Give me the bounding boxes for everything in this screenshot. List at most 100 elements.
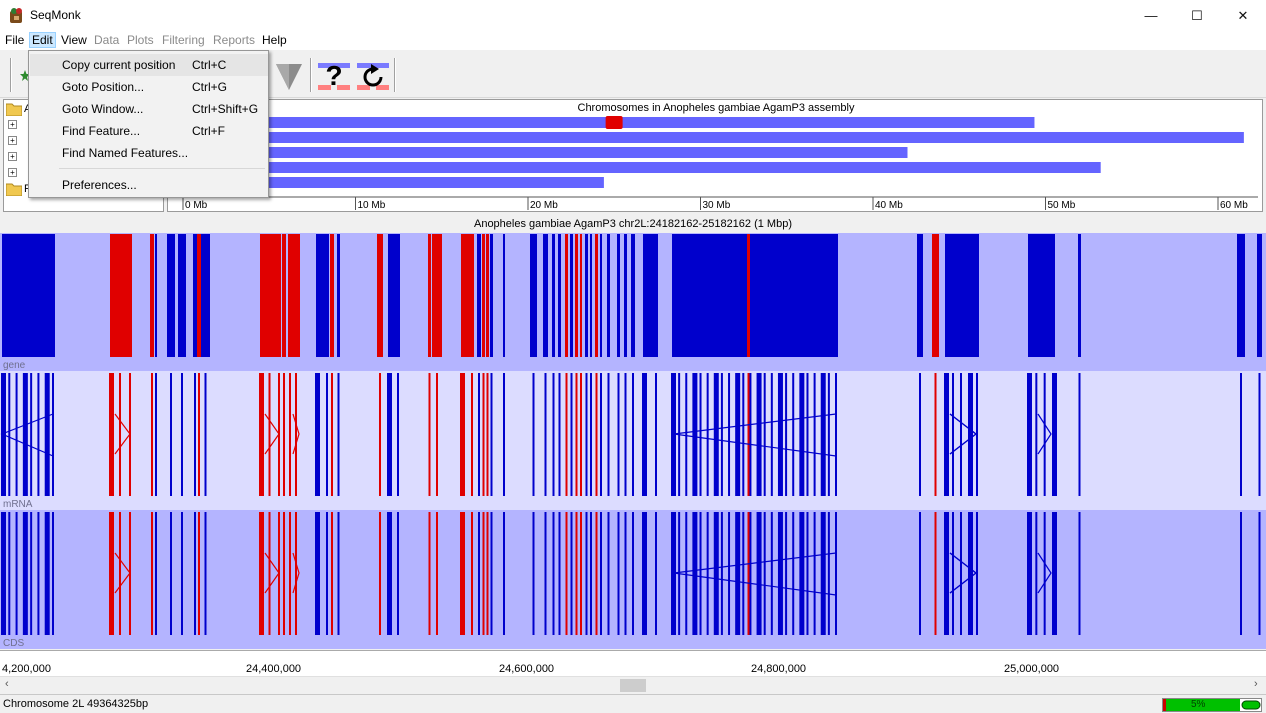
mrna-exon[interactable]	[617, 373, 620, 496]
close-button[interactable]: ✕	[1220, 0, 1266, 31]
cds-exon[interactable]	[295, 512, 297, 635]
mrna-exon[interactable]	[632, 373, 634, 496]
mrna-exon[interactable]	[119, 373, 121, 496]
cds-exon[interactable]	[503, 512, 505, 635]
cds-exon[interactable]	[934, 512, 937, 635]
gene-feature[interactable]	[617, 234, 620, 357]
gene-feature[interactable]	[201, 234, 210, 357]
cds-exon[interactable]	[109, 512, 114, 635]
star-icon[interactable]	[20, 70, 30, 82]
cds-exon[interactable]	[585, 512, 588, 635]
cds-exon[interactable]	[37, 512, 40, 635]
cds-exon[interactable]	[331, 512, 333, 635]
gene-feature[interactable]	[1257, 234, 1262, 357]
cds-exon[interactable]	[22, 512, 28, 635]
cds-exon[interactable]	[617, 512, 620, 635]
mrna-exon[interactable]	[486, 373, 489, 496]
cds-exon[interactable]	[337, 512, 340, 635]
mrna-exon[interactable]	[785, 373, 788, 496]
mrna-exon[interactable]	[747, 373, 750, 496]
mrna-exon[interactable]	[944, 373, 949, 496]
gene-feature[interactable]	[2, 234, 55, 357]
mrna-exon[interactable]	[315, 373, 320, 496]
cds-exon[interactable]	[813, 512, 816, 635]
cds-exon[interactable]	[490, 512, 493, 635]
mrna-exon[interactable]	[934, 373, 937, 496]
cds-exon[interactable]	[1052, 512, 1057, 635]
tree-expand-toggle[interactable]: +	[8, 136, 17, 145]
cds-exon[interactable]	[204, 512, 207, 635]
help-icon[interactable]: ?	[318, 61, 350, 93]
menu-reports[interactable]: Reports	[213, 33, 256, 47]
gene-feature[interactable]	[503, 234, 505, 357]
chromosome-bar[interactable]	[183, 177, 604, 188]
cds-exon[interactable]	[315, 512, 320, 635]
gene-feature[interactable]	[193, 234, 197, 357]
mrna-exon[interactable]	[289, 373, 291, 496]
mrna-exon[interactable]	[22, 373, 28, 496]
mrna-exon[interactable]	[655, 373, 657, 496]
cds-exon[interactable]	[806, 512, 809, 635]
menu-item-goto-position[interactable]: Goto Position... Ctrl+G	[30, 76, 268, 98]
gene-feature[interactable]	[490, 234, 493, 357]
gene-feature[interactable]	[917, 234, 923, 357]
maximize-button[interactable]: ☐	[1174, 0, 1220, 31]
mrna-exon[interactable]	[283, 373, 285, 496]
menu-item-find-named-features[interactable]: Find Named Features...	[30, 142, 268, 164]
cds-exon[interactable]	[692, 512, 698, 635]
cds-exon[interactable]	[558, 512, 561, 635]
gene-feature[interactable]	[543, 234, 548, 357]
mrna-exon[interactable]	[259, 373, 264, 496]
cds-exon[interactable]	[436, 512, 438, 635]
mrna-exon[interactable]	[792, 373, 795, 496]
gene-feature[interactable]	[337, 234, 340, 357]
cds-exon[interactable]	[827, 512, 830, 635]
mrna-exon[interactable]	[777, 373, 783, 496]
mrna-exon[interactable]	[624, 373, 627, 496]
mrna-exon[interactable]	[806, 373, 809, 496]
cds-exon[interactable]	[1035, 512, 1038, 635]
mrna-exon[interactable]	[600, 373, 602, 496]
cds-exon[interactable]	[428, 512, 431, 635]
cds-exon[interactable]	[756, 512, 762, 635]
mrna-exon[interactable]	[735, 373, 741, 496]
cds-exon[interactable]	[600, 512, 602, 635]
cds-exon[interactable]	[544, 512, 547, 635]
cds-exon[interactable]	[820, 512, 826, 635]
mrna-exon[interactable]	[595, 373, 598, 496]
cds-exon[interactable]	[259, 512, 264, 635]
menu-view[interactable]: View	[61, 33, 87, 47]
cds-exon[interactable]	[699, 512, 702, 635]
cds-exon[interactable]	[919, 512, 921, 635]
mrna-exon[interactable]	[181, 373, 183, 496]
mrna-exon[interactable]	[565, 373, 568, 496]
cds-exon[interactable]	[30, 512, 33, 635]
menu-item-find-feature[interactable]: Find Feature... Ctrl+F	[30, 120, 268, 142]
mrna-exon[interactable]	[532, 373, 535, 496]
cds-exon[interactable]	[181, 512, 183, 635]
cds-exon[interactable]	[944, 512, 949, 635]
mrna-exon[interactable]	[706, 373, 709, 496]
cds-exon[interactable]	[595, 512, 598, 635]
cds-exon[interactable]	[565, 512, 568, 635]
menu-edit[interactable]: Edit	[29, 32, 56, 48]
mrna-exon[interactable]	[490, 373, 493, 496]
cds-exon[interactable]	[742, 512, 745, 635]
gene-feature[interactable]	[631, 234, 635, 357]
gene-feature[interactable]	[607, 234, 610, 357]
gene-feature[interactable]	[1028, 234, 1055, 357]
mrna-exon[interactable]	[570, 373, 573, 496]
menu-help[interactable]: Help	[262, 33, 287, 47]
cds-exon[interactable]	[575, 512, 578, 635]
cds-exon[interactable]	[8, 512, 11, 635]
mrna-exon[interactable]	[1240, 373, 1242, 496]
cds-exon[interactable]	[52, 512, 54, 635]
cds-exon[interactable]	[326, 512, 328, 635]
gene-feature[interactable]	[150, 234, 154, 357]
mrna-exon[interactable]	[1258, 373, 1261, 496]
mrna-exon[interactable]	[976, 373, 978, 496]
scrollbar-thumb[interactable]	[620, 679, 646, 692]
gene-feature[interactable]	[316, 234, 329, 357]
cds-exon[interactable]	[379, 512, 381, 635]
gene-feature[interactable]	[178, 234, 186, 357]
